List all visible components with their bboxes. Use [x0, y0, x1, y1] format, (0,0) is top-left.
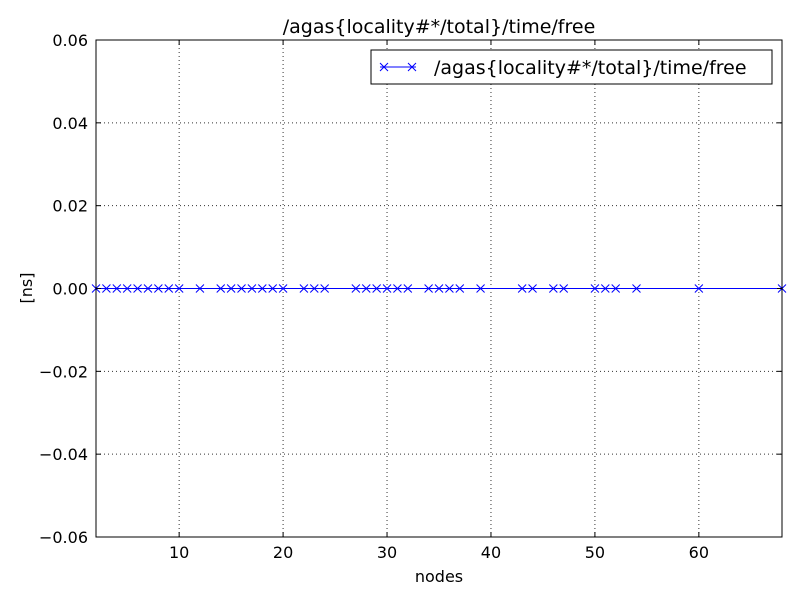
data-point-marker: [445, 284, 454, 293]
data-point-marker: [268, 284, 278, 293]
data-point-marker: [403, 284, 413, 293]
data-point-marker: [247, 284, 257, 293]
y-tick-label: 0.02: [52, 197, 88, 216]
chart-title: /agas{locality#*/total}/time/free: [283, 16, 596, 38]
data-point-marker: [632, 284, 641, 293]
data-point-marker: [195, 284, 205, 293]
data-point-marker: [164, 284, 174, 293]
data-point-marker: [154, 284, 163, 293]
legend-frame: [370, 49, 773, 85]
data-point-marker: [590, 284, 600, 293]
data-point-marker: [361, 284, 371, 293]
y-tick-label: 0.00: [52, 280, 88, 299]
data-point-marker: [299, 284, 309, 293]
data-point-marker: [226, 284, 236, 293]
legend-entry-label: /agas{locality#*/total}/time/free: [434, 57, 747, 79]
data-point-marker: [528, 284, 537, 293]
data-point-marker: [122, 284, 132, 293]
x-tick-label: 50: [585, 543, 605, 562]
x-tick-label: 30: [377, 543, 397, 562]
data-point-marker: [174, 284, 184, 293]
data-point-marker: [237, 284, 246, 293]
x-tick-label: 40: [481, 543, 501, 562]
data-point-marker: [611, 284, 621, 293]
data-point-marker: [476, 284, 485, 293]
y-tick-label: 0.06: [52, 31, 88, 50]
data-point-marker: [372, 284, 381, 293]
data-point-marker: [434, 284, 444, 293]
data-point-marker: [694, 284, 704, 293]
x-tick-label: 60: [689, 543, 709, 562]
legend-marker-x-icon: [379, 62, 417, 72]
data-point-marker: [548, 284, 558, 293]
data-point-marker: [216, 284, 226, 293]
x-tick-label: 20: [273, 543, 293, 562]
data-point-marker: [102, 284, 111, 293]
legend: /agas{locality#*/total}/time/free: [370, 49, 773, 85]
data-point-marker: [455, 284, 465, 293]
x-tick-label: 10: [169, 543, 189, 562]
data-point-marker: [382, 284, 392, 293]
data-point-marker: [309, 284, 319, 293]
data-point-marker: [393, 284, 402, 293]
data-point-marker: [278, 284, 288, 293]
y-tick-label: −0.02: [39, 362, 88, 381]
x-axis-label: nodes: [415, 567, 463, 586]
data-point-marker: [112, 284, 122, 293]
data-point-marker: [257, 284, 267, 293]
data-point-marker: [351, 284, 361, 293]
data-point-marker: [517, 284, 527, 293]
data-point-marker: [143, 284, 153, 293]
y-axis-label: [ns]: [17, 273, 36, 304]
y-tick-label: −0.06: [39, 528, 88, 547]
series-layer: [91, 284, 787, 293]
y-tick-label: 0.04: [52, 114, 88, 133]
y-tick-label: −0.04: [39, 445, 88, 464]
data-point-marker: [559, 284, 569, 293]
data-point-marker: [320, 284, 330, 293]
data-point-marker: [600, 284, 610, 293]
ticks: 10 20 30 40 50 60 −0.06 −0.04 −0.02 0.00 0.02 0.04 0…: [39, 31, 782, 562]
data-point-marker: [133, 284, 142, 293]
data-point-marker: [424, 284, 433, 293]
